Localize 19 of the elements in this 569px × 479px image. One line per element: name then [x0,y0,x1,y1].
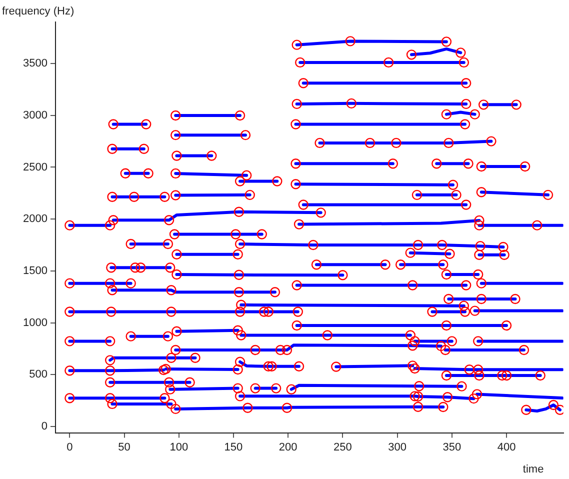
y-tick-label: 1000 [22,316,48,329]
x-tick-label: 200 [278,441,298,454]
x-axis-title: time [522,464,544,476]
x-tick-label: 300 [388,441,406,454]
y-tick-label: 500 [29,368,48,381]
y-axis-title: frequency (Hz) [2,6,74,18]
x-tick-label: 50 [118,441,130,454]
x-tick-label: 100 [170,441,188,454]
y-tick-label: 2500 [22,161,48,174]
x-tick-label: 350 [442,441,462,454]
x-tick-label: 400 [497,441,516,454]
y-tick-label: 3000 [22,109,48,122]
x-tick-label: 0 [66,441,73,454]
y-tick-label: 0 [41,420,48,433]
x-tick-label: 150 [224,441,243,454]
y-tick-label: 1500 [22,265,48,277]
y-tick-label: 3500 [22,58,48,70]
x-tick-label: 250 [334,441,352,454]
y-tick-label: 2000 [22,213,48,226]
